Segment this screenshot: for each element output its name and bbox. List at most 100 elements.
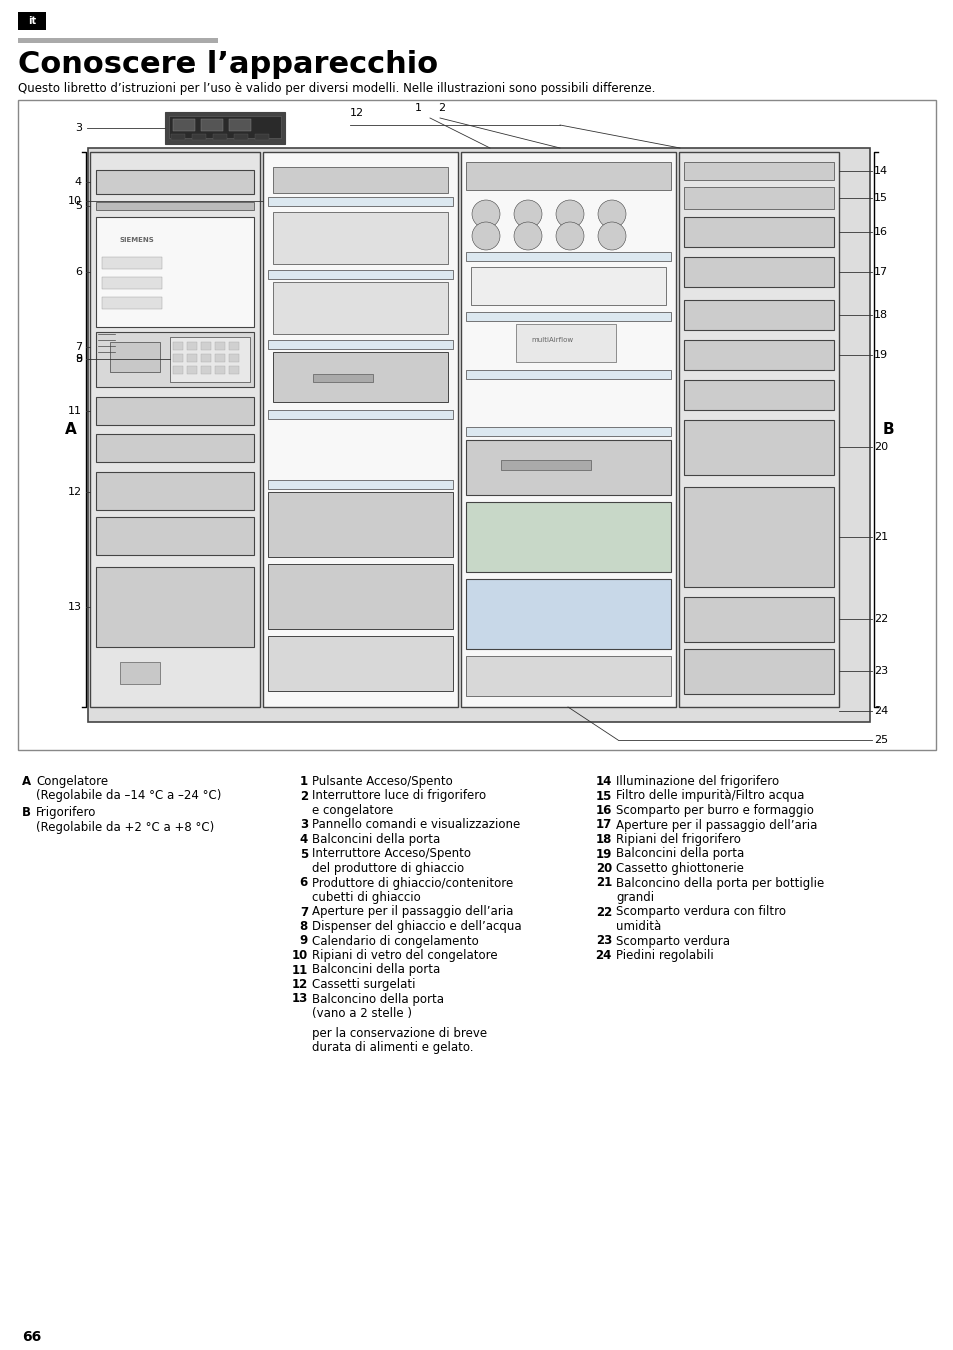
Circle shape [598, 221, 625, 250]
Bar [268, 491, 453, 558]
Bar [102, 277, 162, 289]
Bar [201, 366, 211, 374]
Text: 25: 25 [873, 734, 887, 745]
Bar [187, 342, 196, 350]
Bar [171, 134, 185, 140]
Text: durata di alimenti e gelato.: durata di alimenti e gelato. [312, 1041, 473, 1054]
Bar [169, 116, 281, 138]
Text: e congelatore: e congelatore [312, 805, 393, 817]
Bar [516, 324, 616, 362]
Bar [683, 379, 833, 410]
Bar [214, 366, 225, 374]
Text: 5: 5 [299, 848, 308, 860]
Text: Cassetto ghiottonerie: Cassetto ghiottonerie [616, 863, 743, 875]
Bar [273, 167, 448, 193]
Text: Balconcini della porta: Balconcini della porta [312, 964, 439, 976]
Bar [18, 12, 46, 30]
Bar [96, 433, 253, 462]
Text: 3: 3 [299, 818, 308, 832]
Bar [268, 197, 453, 207]
Bar [192, 134, 206, 140]
Bar [465, 656, 670, 697]
Bar [201, 342, 211, 350]
Text: 2: 2 [299, 790, 308, 802]
Bar [465, 312, 670, 321]
Text: 2: 2 [355, 108, 362, 117]
Text: cubetti di ghiaccio: cubetti di ghiaccio [312, 891, 420, 904]
Bar [268, 564, 453, 629]
Text: 11: 11 [292, 964, 308, 976]
Bar [273, 352, 448, 402]
Bar [268, 340, 453, 350]
Bar [683, 487, 833, 587]
Text: Balconcini della porta: Balconcini della porta [312, 833, 439, 846]
Text: 20: 20 [595, 863, 612, 875]
Text: 9: 9 [299, 934, 308, 948]
Bar [214, 354, 225, 362]
Text: (Regolabile da –14 °C a –24 °C): (Regolabile da –14 °C a –24 °C) [36, 790, 221, 802]
Text: multiAirflow: multiAirflow [531, 338, 573, 343]
Bar [96, 217, 253, 327]
Bar [683, 597, 833, 643]
Bar [201, 354, 211, 362]
Bar [268, 481, 453, 489]
Bar [229, 119, 251, 131]
Text: B: B [882, 421, 894, 436]
Bar [187, 354, 196, 362]
Text: Aperture per il passaggio dell’aria: Aperture per il passaggio dell’aria [312, 906, 513, 918]
Text: umidità: umidità [616, 919, 660, 933]
Text: Interruttore Acceso/Spento: Interruttore Acceso/Spento [312, 848, 471, 860]
Text: 22: 22 [595, 906, 612, 918]
Text: 7: 7 [74, 342, 82, 352]
Text: 5: 5 [75, 201, 82, 211]
Text: Calendario di congelamento: Calendario di congelamento [312, 934, 478, 948]
Bar [96, 202, 253, 211]
Bar [679, 153, 838, 707]
Bar [18, 100, 935, 751]
Text: Pulsante Acceso/Spento: Pulsante Acceso/Spento [312, 775, 453, 788]
Text: 23: 23 [873, 666, 887, 676]
Bar [683, 256, 833, 288]
Bar [683, 300, 833, 329]
Text: Balconcino della porta: Balconcino della porta [312, 992, 443, 1006]
Bar [471, 267, 665, 305]
Text: it: it [28, 16, 36, 26]
Text: 22: 22 [873, 614, 887, 624]
Bar [96, 397, 253, 425]
Text: 16: 16 [595, 805, 612, 817]
Bar [683, 188, 833, 209]
Text: Balconcini della porta: Balconcini della porta [616, 848, 743, 860]
Text: 14: 14 [595, 775, 612, 788]
Text: per la conservazione di breve: per la conservazione di breve [312, 1026, 487, 1040]
Bar [273, 212, 448, 265]
Bar [172, 342, 183, 350]
Text: 66: 66 [22, 1330, 41, 1345]
Text: 1: 1 [415, 103, 421, 113]
Bar [229, 342, 239, 350]
Bar [96, 472, 253, 510]
Text: 18: 18 [873, 310, 887, 320]
Text: Scomparto verdura: Scomparto verdura [616, 934, 729, 948]
Text: 14: 14 [873, 166, 887, 176]
Bar [102, 256, 162, 269]
Circle shape [472, 200, 499, 228]
Text: 16: 16 [873, 227, 887, 238]
Text: SIEMENS: SIEMENS [120, 238, 154, 243]
Bar [96, 170, 253, 194]
Text: 4: 4 [299, 833, 308, 846]
Circle shape [598, 200, 625, 228]
Text: 19: 19 [873, 350, 887, 360]
Bar [465, 427, 670, 436]
Text: 6: 6 [75, 267, 82, 277]
Bar [233, 134, 248, 140]
Bar [102, 297, 162, 309]
Bar [683, 162, 833, 180]
Text: 19: 19 [595, 848, 612, 860]
Text: 12: 12 [292, 977, 308, 991]
Text: Produttore di ghiaccio/contenitore: Produttore di ghiaccio/contenitore [312, 876, 513, 890]
Text: Congelatore: Congelatore [36, 775, 108, 788]
Text: Scomparto per burro e formaggio: Scomparto per burro e formaggio [616, 805, 813, 817]
Bar [120, 662, 160, 684]
Text: Piedini regolabili: Piedini regolabili [616, 949, 713, 963]
Text: 18: 18 [595, 833, 612, 846]
